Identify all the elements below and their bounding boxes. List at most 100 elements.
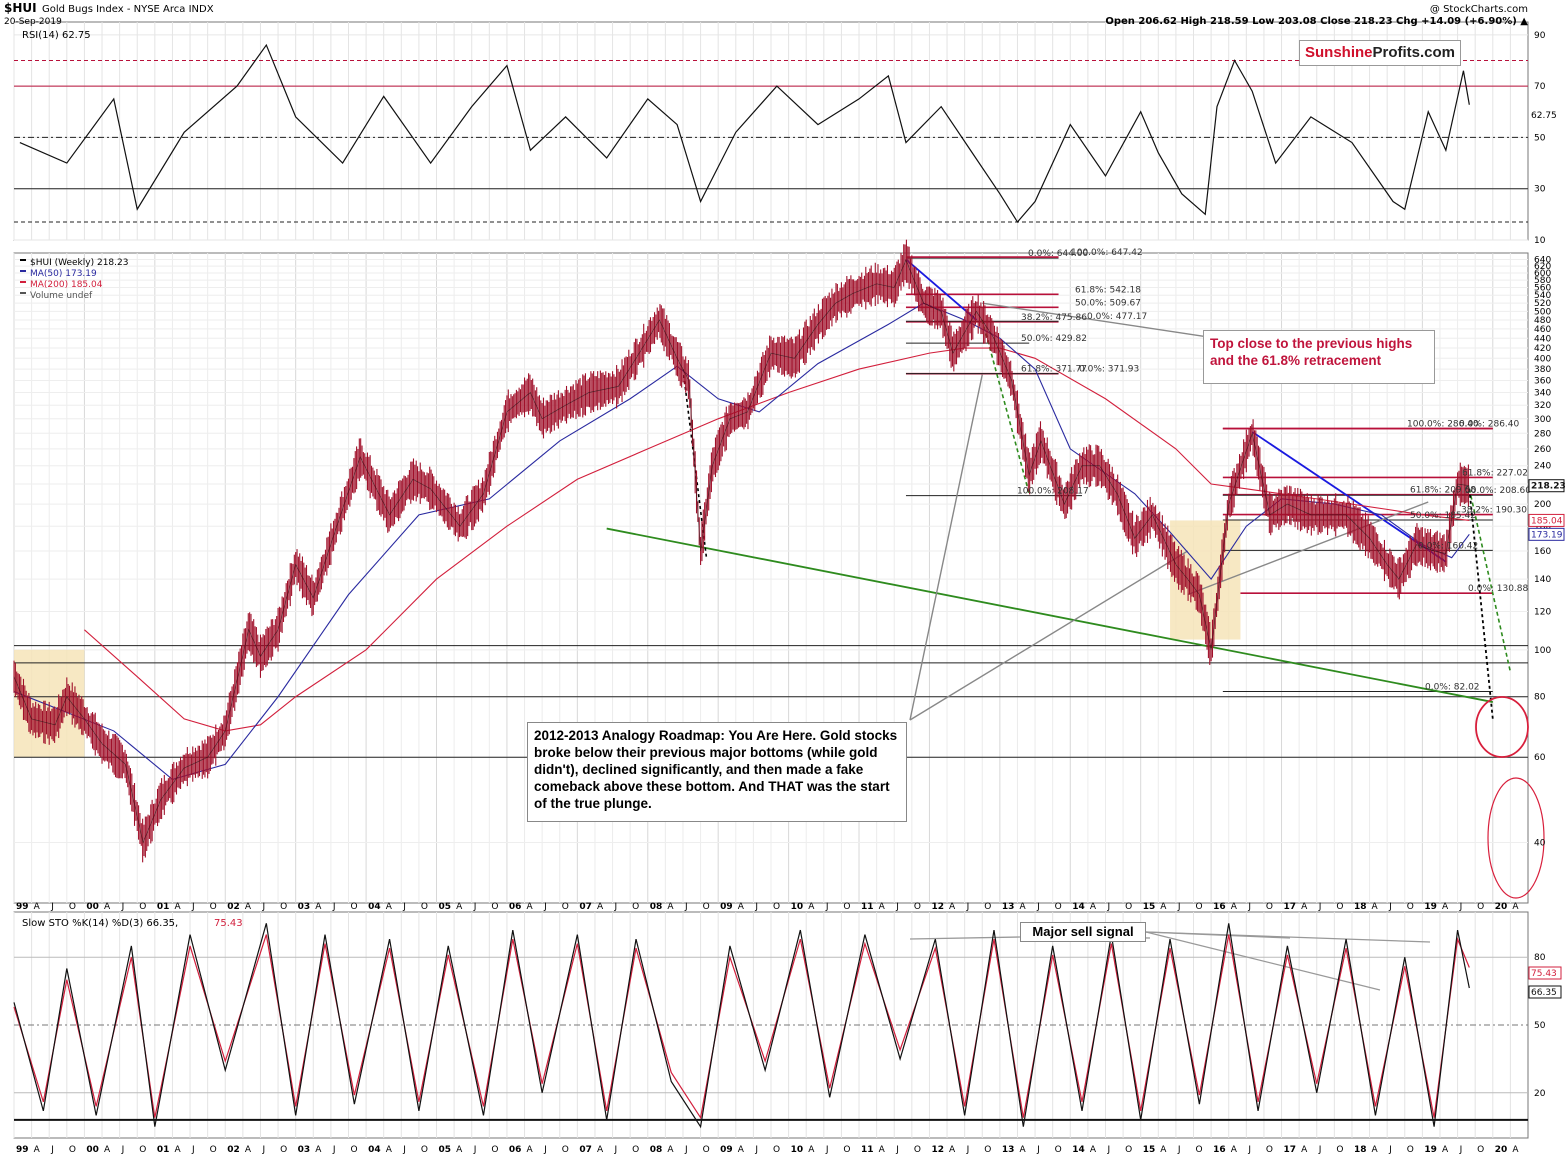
sto-x-tick: A bbox=[1019, 1145, 1026, 1155]
sto-x-tick: A bbox=[315, 1145, 322, 1155]
sto-x-tick: O bbox=[843, 1145, 850, 1155]
price-y-tick: 560 bbox=[1534, 284, 1551, 294]
price-x-tick: A bbox=[174, 902, 181, 912]
sto-tag-box bbox=[1528, 985, 1562, 999]
sto-x-tick: A bbox=[174, 1145, 181, 1155]
price-x-tick: J bbox=[684, 902, 688, 912]
price-x-tick: A bbox=[738, 902, 745, 912]
sto-x-tick: A bbox=[1231, 1145, 1238, 1155]
sto-x-tick: O bbox=[491, 1145, 498, 1155]
price-x-tick: 18 bbox=[1354, 902, 1367, 912]
grey-connector bbox=[1187, 501, 1429, 596]
price-tag-label: 218.23 bbox=[1531, 482, 1565, 492]
price-x-tick: A bbox=[386, 902, 393, 912]
price-y-tick: 600 bbox=[1534, 269, 1551, 279]
sto-x-tick: O bbox=[350, 1145, 357, 1155]
sto-x-tick: A bbox=[456, 1145, 463, 1155]
rsi-last-value: 62.75 bbox=[1531, 111, 1557, 121]
price-x-tick: J bbox=[473, 902, 477, 912]
price-x-tick: J bbox=[1459, 902, 1463, 912]
legend-swatch bbox=[20, 270, 26, 272]
price-y-tick: 420 bbox=[1534, 344, 1551, 354]
sto-x-tick: O bbox=[1477, 1145, 1484, 1155]
green-trendline bbox=[606, 527, 1493, 703]
price-x-tick: O bbox=[773, 902, 780, 912]
sto-y-tick: 20 bbox=[1534, 1089, 1546, 1099]
price-x-tick: A bbox=[1019, 902, 1026, 912]
price-y-tick: 640 bbox=[1534, 255, 1551, 265]
fib-label: 100.0%: 647.42 bbox=[1071, 248, 1143, 258]
fib-label: 61.8%: 371.77 bbox=[1021, 365, 1087, 375]
price-x-tick: J bbox=[191, 902, 195, 912]
price-x-tick: O bbox=[1477, 902, 1484, 912]
logo-part-1: Sunshine bbox=[1304, 44, 1373, 61]
price-x-tick: 13 bbox=[1002, 902, 1015, 912]
price-y-tick: 200 bbox=[1534, 500, 1551, 510]
sto-x-tick: O bbox=[1336, 1145, 1343, 1155]
price-close-line bbox=[13, 259, 1470, 844]
top-callout: Top close to the previous highs and the … bbox=[1203, 330, 1435, 384]
sto-x-tick: A bbox=[667, 1145, 674, 1155]
price-y-tick: 160 bbox=[1534, 547, 1551, 557]
fib-label: 0.0%: 82.02 bbox=[1425, 683, 1480, 693]
price-x-tick: A bbox=[527, 902, 534, 912]
sto-x-tick: A bbox=[34, 1145, 41, 1155]
sto-x-tick: 18 bbox=[1354, 1145, 1367, 1155]
price-x-tick: O bbox=[69, 902, 76, 912]
price-tag-box bbox=[1528, 513, 1565, 527]
price-x-tick: O bbox=[1266, 902, 1273, 912]
blue-trendline-2012 bbox=[905, 258, 977, 321]
price-x-tick: O bbox=[210, 902, 217, 912]
price-x-tick: 01 bbox=[157, 902, 170, 912]
legend-swatch bbox=[20, 292, 26, 294]
price-x-tick: O bbox=[632, 902, 639, 912]
sto-x-tick: 01 bbox=[157, 1145, 170, 1155]
sto-x-tick: 19 bbox=[1424, 1145, 1437, 1155]
price-x-tick: J bbox=[825, 902, 829, 912]
sto-x-tick: O bbox=[1196, 1145, 1203, 1155]
ticker-title: $HUI bbox=[4, 1, 37, 15]
price-x-tick: J bbox=[1388, 902, 1392, 912]
sto-title-d: 75.43 bbox=[214, 918, 243, 929]
price-y-tick: 380 bbox=[1534, 365, 1551, 375]
price-y-tick: 360 bbox=[1534, 376, 1551, 386]
price-x-tick: 11 bbox=[861, 902, 874, 912]
rsi-y-tick: 10 bbox=[1534, 236, 1546, 246]
blue-trendline-2016 bbox=[1251, 431, 1447, 563]
sto-x-tick: J bbox=[332, 1145, 336, 1155]
price-y-tick: 400 bbox=[1534, 354, 1551, 364]
price-x-tick: O bbox=[491, 902, 498, 912]
sto-x-tick: O bbox=[703, 1145, 710, 1155]
legend-entry: Volume undef bbox=[30, 291, 93, 301]
sto-x-tick: J bbox=[1106, 1145, 1110, 1155]
fib-label: 100.0%: 286.40 bbox=[1407, 420, 1479, 430]
price-y-tick: 60 bbox=[1534, 753, 1546, 763]
sto-x-tick: J bbox=[754, 1145, 758, 1155]
price-x-tick: 99 bbox=[16, 902, 29, 912]
sto-x-tick: J bbox=[261, 1145, 265, 1155]
price-x-tick: J bbox=[966, 902, 970, 912]
sto-x-tick: 04 bbox=[368, 1145, 381, 1155]
sto-y-tick: 50 bbox=[1534, 1021, 1546, 1031]
legend-swatch bbox=[20, 281, 26, 283]
sell-signal-pointer bbox=[1145, 931, 1381, 991]
price-x-tick: 02 bbox=[227, 902, 240, 912]
price-x-tick: 00 bbox=[86, 902, 99, 912]
sto-x-tick: O bbox=[1266, 1145, 1273, 1155]
price-x-tick: O bbox=[421, 902, 428, 912]
legend-entry: MA(200) 185.04 bbox=[30, 280, 103, 290]
price-x-tick: A bbox=[1160, 902, 1167, 912]
sto-x-tick: J bbox=[121, 1145, 125, 1155]
price-y-tick: 480 bbox=[1534, 316, 1551, 326]
price-tag-box bbox=[1528, 479, 1565, 493]
green-dashed-projection-2020 bbox=[1468, 488, 1512, 673]
sto-x-tick: 08 bbox=[650, 1145, 663, 1155]
sto-x-tick: J bbox=[684, 1145, 688, 1155]
price-x-tick: 17 bbox=[1284, 902, 1297, 912]
sto-x-tick: A bbox=[808, 1145, 815, 1155]
fib-label: 50.0%: 208.60 bbox=[1465, 486, 1531, 496]
price-x-tick: 09 bbox=[720, 902, 733, 912]
price-y-tick: 180 bbox=[1534, 522, 1551, 532]
price-x-tick: 03 bbox=[298, 902, 311, 912]
logo-part-2: Profits.com bbox=[1372, 44, 1456, 61]
